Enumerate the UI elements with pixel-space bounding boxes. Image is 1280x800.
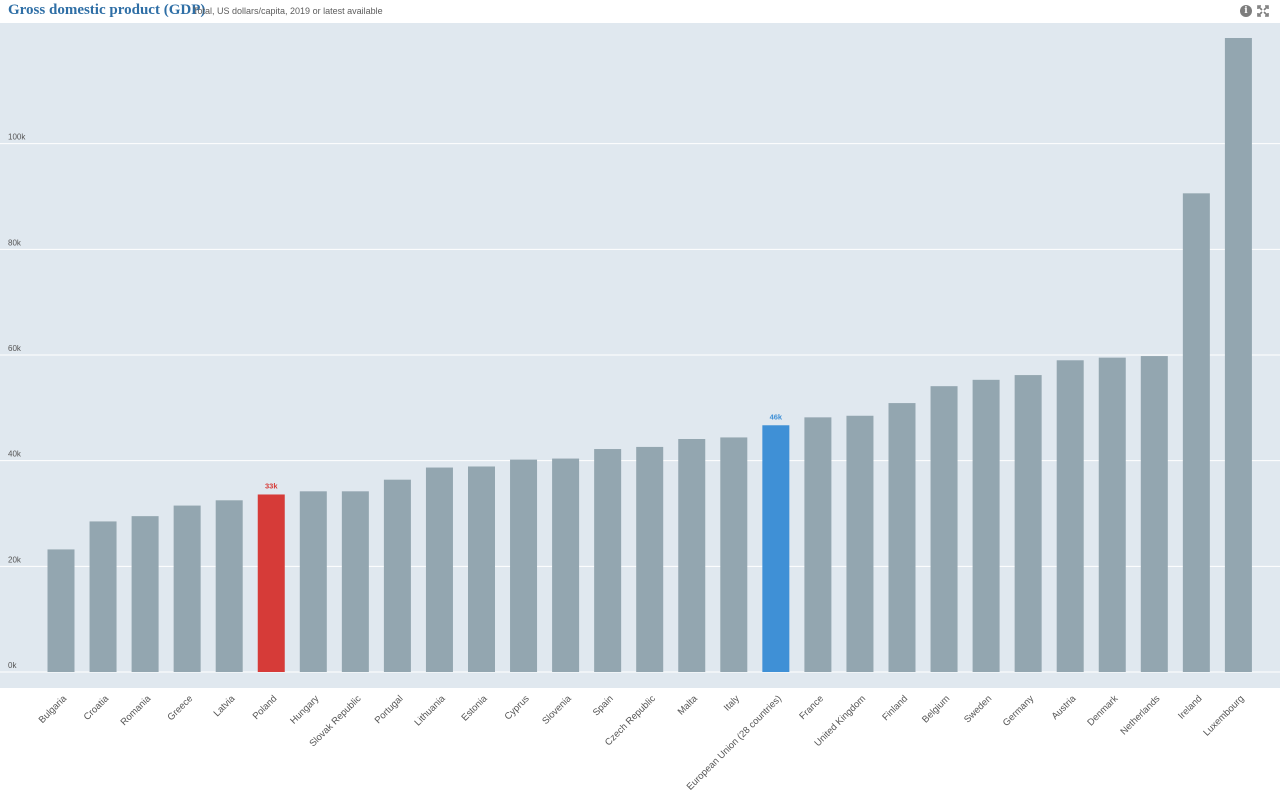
x-tick-label: Netherlands (1118, 693, 1162, 737)
x-tick-label: Bulgaria (37, 693, 70, 726)
bar[interactable] (1014, 375, 1042, 672)
x-tick-label: Belgium (920, 693, 952, 725)
y-tick-label: 40k (8, 450, 22, 459)
bar[interactable] (1224, 38, 1252, 672)
bar[interactable] (47, 549, 75, 672)
bar[interactable] (299, 491, 327, 672)
x-tick-label: Spain (591, 693, 616, 718)
bar[interactable] (341, 491, 369, 672)
x-tick-label: France (797, 693, 826, 722)
x-tick-label: Greece (165, 693, 195, 723)
bar-value-label: 33k (265, 481, 278, 490)
y-tick-label: 80k (8, 238, 22, 247)
expand-icon[interactable] (1257, 5, 1269, 17)
bar[interactable] (888, 403, 916, 672)
bar[interactable] (1182, 193, 1210, 672)
bar[interactable] (678, 439, 706, 672)
x-tick-label: Finland (880, 693, 910, 723)
info-icon[interactable]: i (1240, 5, 1252, 17)
x-tick-label: Slovenia (540, 693, 574, 727)
bar[interactable] (636, 446, 664, 672)
bar[interactable] (383, 479, 411, 672)
bar[interactable] (972, 379, 1000, 672)
x-tick-label: Hungary (288, 693, 321, 726)
x-tick-label: Romania (119, 693, 154, 728)
x-tick-label: Lithuania (413, 693, 449, 729)
x-tick-label: Cyprus (503, 693, 532, 722)
x-tick-label: Italy (722, 693, 742, 713)
x-tick-label: Croatia (82, 693, 112, 723)
x-tick-label: Estonia (459, 693, 490, 724)
chart-subtitle: Total, US dollars/capita, 2019 or latest… (193, 6, 383, 16)
bar[interactable] (173, 505, 201, 672)
bar[interactable] (552, 458, 580, 672)
bar[interactable] (762, 425, 790, 672)
x-tick-label: Poland (251, 693, 280, 722)
y-tick-label: 0k (8, 661, 17, 670)
bar-value-label: 46k (770, 412, 783, 421)
bar[interactable] (1098, 357, 1126, 672)
y-tick-label: 20k (8, 555, 22, 564)
x-tick-label: Austria (1050, 693, 1079, 722)
bar[interactable] (1056, 360, 1084, 672)
x-tick-label: Luxembourg (1201, 693, 1246, 738)
bar[interactable] (846, 415, 874, 672)
chart-header: Gross domestic product (GDP) Total, US d… (0, 0, 1280, 23)
y-tick-label: 100k (8, 133, 26, 142)
x-tick-label: Sweden (962, 693, 994, 725)
bar[interactable] (930, 386, 958, 672)
bar[interactable] (257, 494, 285, 672)
x-tick-label: Ireland (1176, 693, 1204, 721)
bar[interactable] (510, 459, 538, 672)
x-tick-label: Malta (676, 693, 701, 718)
bar[interactable] (131, 516, 159, 672)
bar[interactable] (594, 449, 622, 672)
bar[interactable] (468, 466, 495, 672)
bar[interactable] (215, 500, 243, 672)
bar[interactable] (720, 437, 748, 672)
bar[interactable] (1140, 356, 1168, 672)
chart-title: Gross domestic product (GDP) (8, 2, 206, 18)
bar[interactable] (89, 521, 117, 672)
bar[interactable] (425, 467, 453, 672)
x-tick-label: Latvia (212, 693, 238, 719)
x-tick-label: Portugal (373, 693, 406, 726)
y-tick-label: 60k (8, 344, 22, 353)
x-tick-label: Germany (1001, 693, 1037, 729)
bar[interactable] (804, 417, 832, 672)
x-tick-label: Denmark (1085, 693, 1120, 728)
